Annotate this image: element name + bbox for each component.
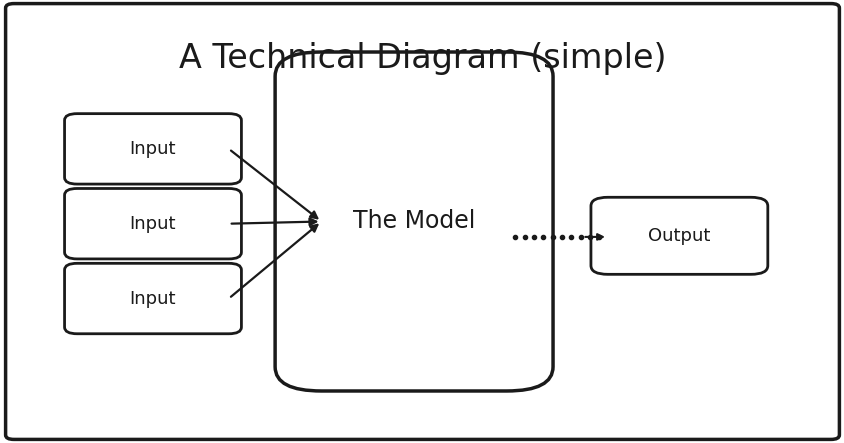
Text: A Technical Diagram (simple): A Technical Diagram (simple)	[179, 42, 665, 75]
FancyBboxPatch shape	[275, 52, 552, 391]
Text: The Model: The Model	[353, 210, 474, 233]
FancyBboxPatch shape	[64, 114, 241, 184]
FancyBboxPatch shape	[64, 188, 241, 259]
Text: Input: Input	[130, 140, 176, 158]
Text: Input: Input	[130, 290, 176, 307]
Text: Output: Output	[647, 227, 710, 245]
Text: Input: Input	[130, 215, 176, 233]
FancyBboxPatch shape	[6, 4, 838, 439]
FancyBboxPatch shape	[590, 197, 767, 274]
FancyBboxPatch shape	[64, 263, 241, 334]
